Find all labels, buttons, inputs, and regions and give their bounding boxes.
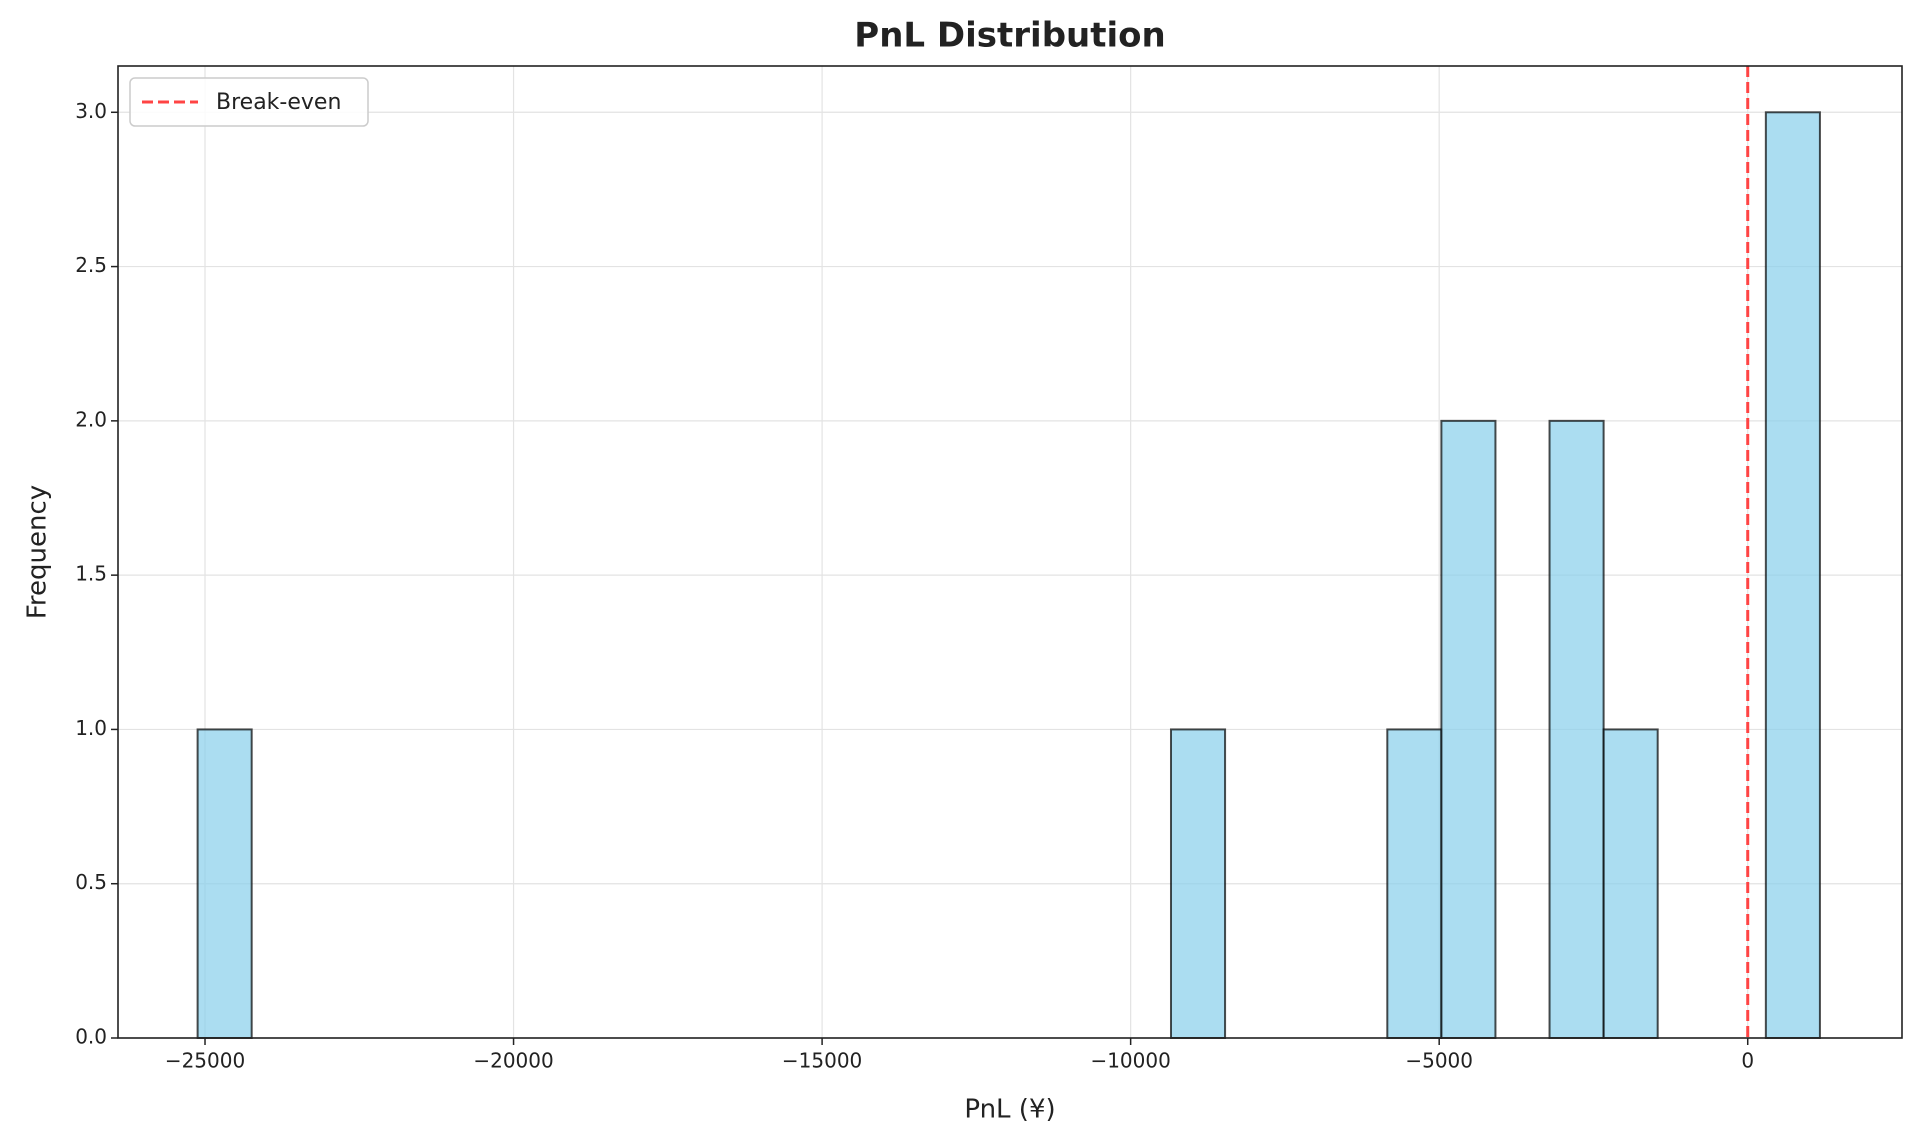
legend: Break-even	[129, 77, 369, 127]
y-axis-label: Frequency	[23, 485, 53, 619]
x-tick-label: 0	[1741, 1049, 1754, 1073]
y-tick-label: 2.5	[75, 253, 107, 277]
plot-frame	[117, 65, 1903, 1039]
x-tick-label: −15000	[782, 1049, 862, 1073]
histogram-bar	[1386, 728, 1443, 1040]
x-tick-label: −5000	[1405, 1049, 1473, 1073]
histogram-bar	[1440, 419, 1497, 1040]
bars	[196, 111, 1821, 1040]
y-tick-label: 3.0	[75, 99, 107, 123]
x-axis-label: PnL (¥)	[964, 1095, 1055, 1125]
y-tick-label: 2.0	[75, 407, 107, 431]
x-tick-label: −25000	[165, 1049, 245, 1073]
x-tick-label: −10000	[1090, 1049, 1170, 1073]
histogram-bar	[1764, 111, 1821, 1040]
y-tick-label: 1.0	[75, 716, 107, 740]
ticks: −25000 −20000 −15000 −10000 −5000 0 0.0 0.5 1.0 1…	[75, 99, 1754, 1073]
x-tick-label: −20000	[473, 1049, 553, 1073]
histogram-bar	[1169, 728, 1227, 1040]
histogram-bar	[196, 728, 253, 1040]
histogram-bar	[1602, 728, 1659, 1040]
y-tick-label: 0.5	[75, 870, 107, 894]
y-tick-label: 0.0	[75, 1025, 107, 1049]
histogram-bar	[1548, 419, 1605, 1040]
y-tick-label: 1.5	[75, 562, 107, 586]
chart-title: PnL Distribution	[854, 16, 1165, 56]
legend-label: Break-even	[216, 90, 341, 115]
legend-box	[129, 77, 369, 127]
